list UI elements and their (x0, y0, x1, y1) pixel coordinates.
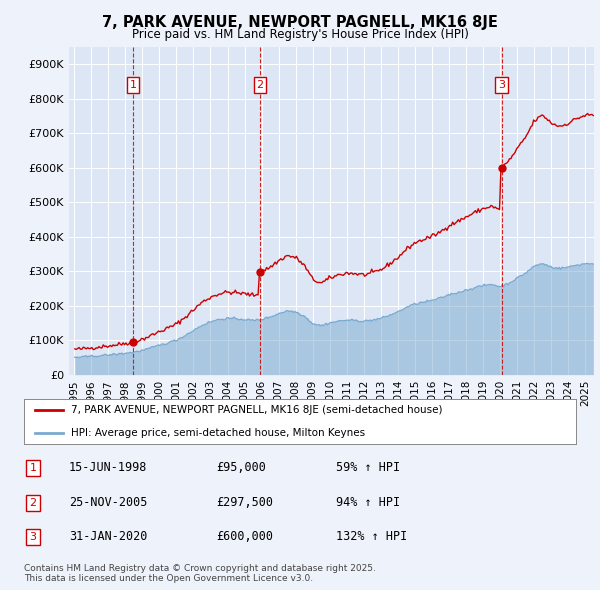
Text: 2: 2 (256, 80, 263, 90)
Text: 3: 3 (29, 532, 37, 542)
Text: 15-JUN-1998: 15-JUN-1998 (69, 461, 148, 474)
Text: 132% ↑ HPI: 132% ↑ HPI (336, 530, 407, 543)
Text: 2: 2 (29, 498, 37, 507)
Text: £297,500: £297,500 (216, 496, 273, 509)
Text: £600,000: £600,000 (216, 530, 273, 543)
Text: Price paid vs. HM Land Registry's House Price Index (HPI): Price paid vs. HM Land Registry's House … (131, 28, 469, 41)
Text: 25-NOV-2005: 25-NOV-2005 (69, 496, 148, 509)
Text: HPI: Average price, semi-detached house, Milton Keynes: HPI: Average price, semi-detached house,… (71, 428, 365, 438)
Text: 1: 1 (29, 463, 37, 473)
Text: 59% ↑ HPI: 59% ↑ HPI (336, 461, 400, 474)
Text: £95,000: £95,000 (216, 461, 266, 474)
Text: Contains HM Land Registry data © Crown copyright and database right 2025.
This d: Contains HM Land Registry data © Crown c… (24, 563, 376, 583)
Text: 31-JAN-2020: 31-JAN-2020 (69, 530, 148, 543)
Text: 7, PARK AVENUE, NEWPORT PAGNELL, MK16 8JE (semi-detached house): 7, PARK AVENUE, NEWPORT PAGNELL, MK16 8J… (71, 405, 442, 415)
Text: 1: 1 (130, 80, 137, 90)
Text: 7, PARK AVENUE, NEWPORT PAGNELL, MK16 8JE: 7, PARK AVENUE, NEWPORT PAGNELL, MK16 8J… (102, 15, 498, 30)
Text: 94% ↑ HPI: 94% ↑ HPI (336, 496, 400, 509)
Text: 3: 3 (498, 80, 505, 90)
